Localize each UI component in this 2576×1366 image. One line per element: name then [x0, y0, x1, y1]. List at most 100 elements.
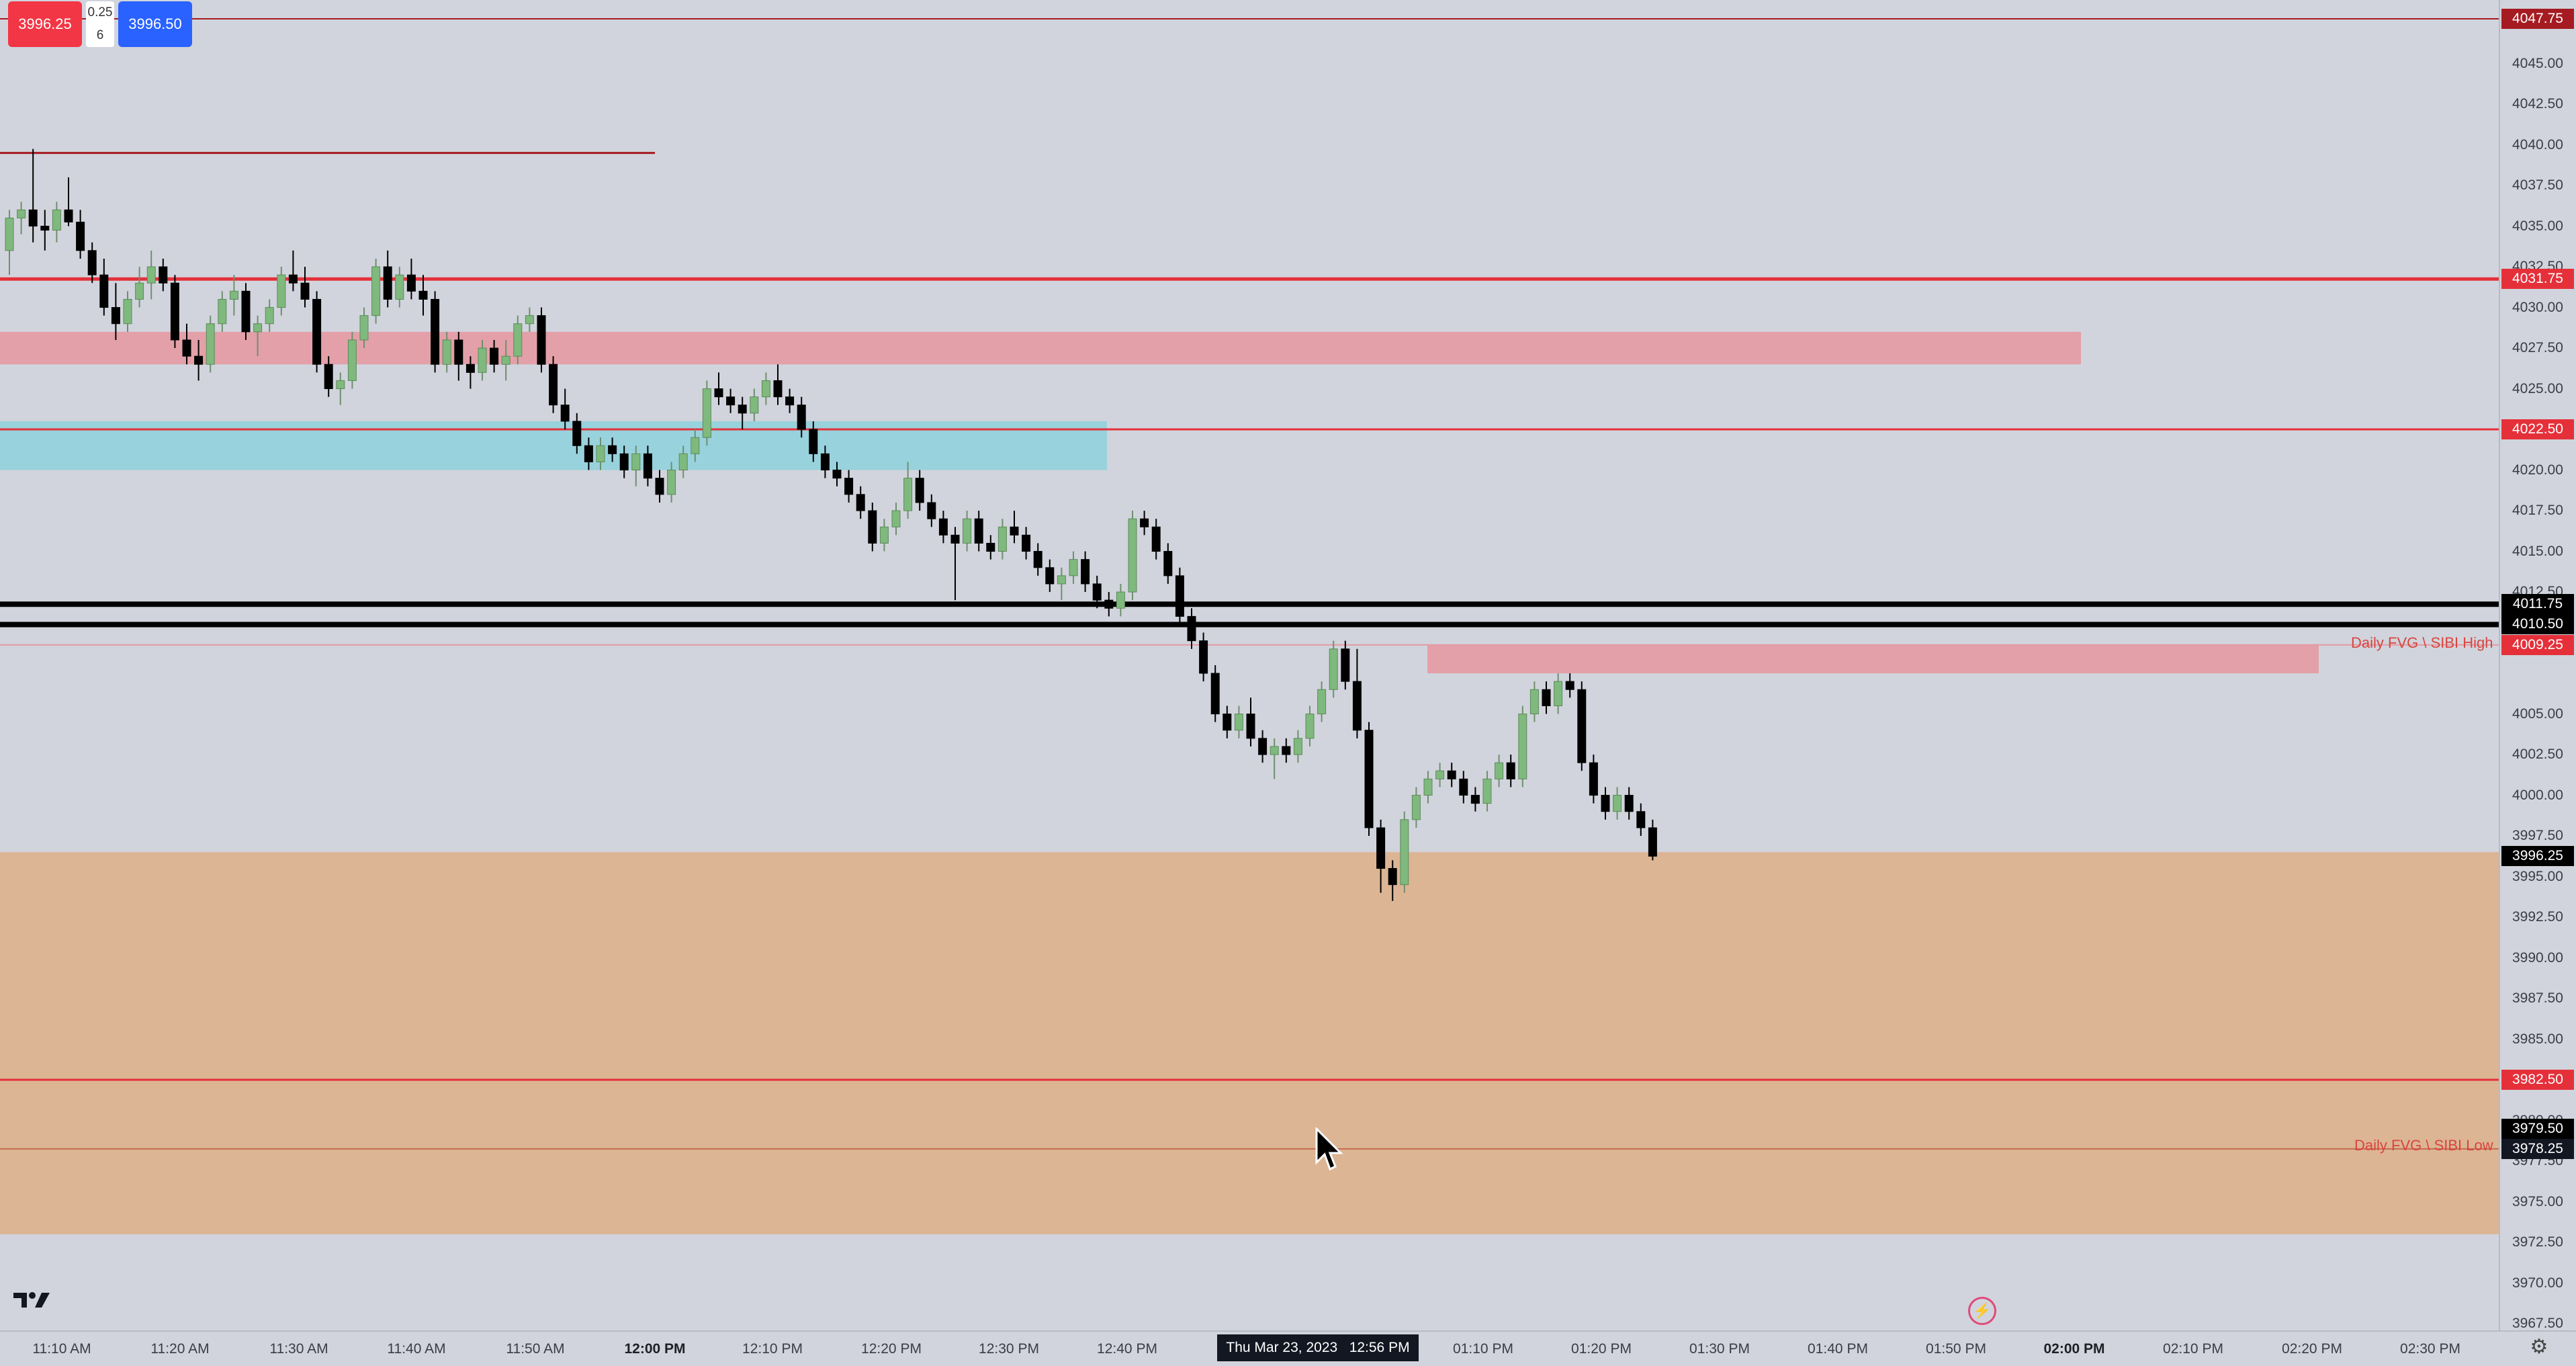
price-tick-label: 4045.00 — [2512, 55, 2563, 71]
price-level-badge[interactable]: 4011.75 — [2501, 594, 2574, 615]
candle-body — [1151, 526, 1161, 552]
settings-gear-icon[interactable]: ⚙ — [2530, 1336, 2548, 1358]
price-level-badge[interactable]: 3982.50 — [2501, 1070, 2574, 1091]
candle-body — [28, 209, 38, 227]
candle-body — [738, 404, 747, 414]
candle-body — [963, 518, 972, 544]
candle-body — [277, 274, 286, 308]
candle-body — [194, 355, 204, 365]
time-tick-label: 01:30 PM — [1689, 1341, 1750, 1357]
price-tick-label: 4002.50 — [2512, 746, 2563, 763]
candle-body — [560, 404, 570, 422]
price-tick-label: 4027.50 — [2512, 340, 2563, 356]
candle-body — [465, 364, 475, 373]
chart-area[interactable]: Daily FVG \ SIBI High Daily FVG \ SIBI L… — [0, 0, 2499, 1330]
candle-body — [761, 380, 770, 398]
candle-body — [643, 453, 652, 479]
price-level-badge[interactable]: 3996.25 — [2501, 846, 2574, 867]
candle-body — [123, 298, 132, 325]
candle-body — [1565, 681, 1574, 690]
candle-body — [1542, 689, 1551, 706]
candle-body — [879, 526, 889, 544]
candle-body — [619, 453, 629, 471]
candle-body — [797, 404, 806, 430]
crosshair-clock: 12:56 PM — [1349, 1340, 1410, 1355]
price-level-badge[interactable]: 4047.75 — [2501, 9, 2574, 29]
candle-body — [525, 315, 534, 325]
price-tick-label: 4025.00 — [2512, 380, 2563, 396]
price-tick-label: 4042.50 — [2512, 96, 2563, 112]
candle-body — [856, 494, 865, 511]
candle-body — [454, 339, 463, 365]
candle-body — [406, 274, 416, 292]
price-level-badge[interactable]: 3978.25 — [2501, 1138, 2574, 1159]
candle-body — [773, 380, 783, 398]
candle-body — [1010, 526, 1019, 536]
candle-body — [1033, 551, 1042, 568]
fvg-low-label: Daily FVG \ SIBI Low — [2354, 1137, 2493, 1154]
candle-body — [1636, 811, 1646, 828]
candle-body — [5, 217, 14, 251]
candle-body — [347, 339, 357, 381]
candle-body — [832, 470, 842, 479]
price-level-badge[interactable]: 4010.50 — [2501, 614, 2574, 635]
candle-body — [1518, 714, 1527, 779]
candle-body — [1092, 583, 1102, 601]
candle-body — [608, 445, 617, 454]
candle-body — [702, 388, 711, 438]
candle-body — [40, 226, 50, 231]
fvg-high-label: Daily FVG \ SIBI High — [2351, 634, 2493, 651]
candle-body — [750, 396, 759, 414]
candle-body — [1317, 689, 1327, 715]
price-axis[interactable]: 4045.00 4042.50 4040.00 4037.50 4035.00 4032.… — [2499, 0, 2576, 1331]
candle-body — [915, 478, 924, 503]
time-axis[interactable]: Thu Mar 23, 2023 12:56 PM 11:10 AM 11:20 … — [0, 1330, 2576, 1366]
candle-body — [64, 209, 73, 223]
crosshair-time-label: Thu Mar 23, 2023 12:56 PM — [1217, 1334, 1419, 1361]
candle-body — [300, 282, 310, 300]
candle-body — [1435, 770, 1445, 779]
candle-body — [1223, 714, 1232, 731]
time-tick-label: 02:00 PM — [2043, 1341, 2105, 1357]
buy-button[interactable]: 3996.50 — [118, 1, 192, 47]
tradingview-logo-icon[interactable] — [12, 1289, 51, 1312]
candle-body — [1376, 827, 1386, 869]
candle-body — [667, 470, 676, 495]
candle-body — [1210, 673, 1220, 715]
candle-body — [1282, 746, 1291, 755]
price-tick-label: 3997.50 — [2512, 828, 2563, 844]
zone-red-2 — [1427, 644, 2319, 674]
candle-body — [17, 209, 26, 218]
candle-body — [1081, 559, 1090, 585]
candle-body — [324, 364, 333, 390]
candle-body — [1388, 867, 1397, 886]
time-tick-label: 12:10 PM — [742, 1341, 803, 1357]
price-level-badge[interactable]: 4031.75 — [2501, 269, 2574, 290]
price-level-badge[interactable]: 3979.50 — [2501, 1118, 2574, 1139]
candle-body — [490, 347, 499, 365]
candle-body — [678, 453, 688, 471]
price-tick-label: 3995.00 — [2512, 868, 2563, 884]
price-tick-label: 4037.50 — [2512, 177, 2563, 194]
time-tick-label: 12:40 PM — [1097, 1341, 1157, 1357]
lightning-icon[interactable]: ⚡ — [1968, 1297, 1996, 1325]
time-tick-label: 11:20 AM — [150, 1341, 210, 1357]
candle-body — [383, 266, 392, 300]
candle-body — [938, 518, 948, 536]
candle-body — [1447, 770, 1456, 779]
price-tick-label: 3992.50 — [2512, 909, 2563, 925]
quantity-value[interactable]: 6 — [96, 28, 104, 42]
price-level-badge[interactable]: 4022.50 — [2501, 419, 2574, 440]
candle-body — [1648, 827, 1657, 857]
candle-body — [1069, 559, 1078, 577]
candle-body — [218, 298, 227, 325]
candle-body — [549, 364, 558, 406]
time-tick-label: 02:20 PM — [2282, 1341, 2342, 1357]
candle-body — [997, 526, 1007, 552]
price-tick-label: 3985.00 — [2512, 1031, 2563, 1047]
candle-body — [288, 274, 298, 284]
candlestick-chart[interactable] — [0, 0, 2499, 1330]
price-level-badge[interactable]: 4009.25 — [2501, 634, 2574, 655]
sell-button[interactable]: 3996.25 — [8, 1, 82, 47]
candle-body — [986, 542, 995, 552]
